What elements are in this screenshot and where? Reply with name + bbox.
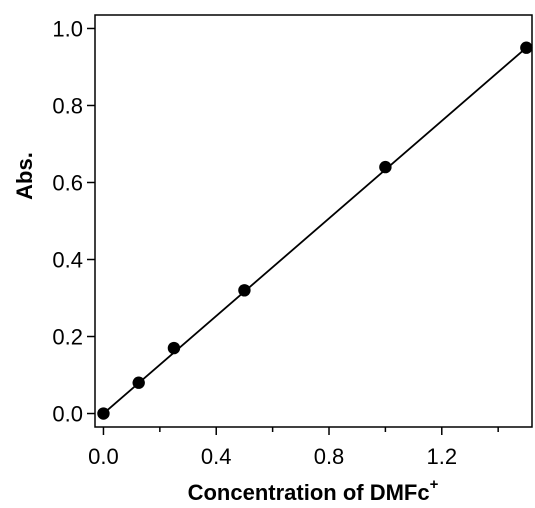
y-tick-label: 0.6 xyxy=(52,170,83,195)
data-point xyxy=(379,160,392,174)
x-tick-label: 0.0 xyxy=(88,444,119,469)
y-tick-label: 0.4 xyxy=(52,248,83,273)
y-tick-label: 0.2 xyxy=(52,325,83,350)
fit-line xyxy=(102,47,527,415)
fit-line-layer xyxy=(102,47,527,415)
data-point xyxy=(520,41,533,54)
x-axis-title: Concentration of DMFc+ xyxy=(188,476,439,505)
data-point xyxy=(132,376,145,389)
data-point xyxy=(97,407,110,420)
y-axis-ticks: 0.0 0.2 0.4 0.6 0.8 1.0 xyxy=(52,16,95,427)
plot-frame xyxy=(94,14,533,428)
x-tick-label: 0.8 xyxy=(314,444,345,469)
data-points-layer xyxy=(97,41,533,420)
x-tick-label: 0.4 xyxy=(201,444,232,469)
y-tick-label: 0.0 xyxy=(52,402,83,427)
x-axis-title-superscript: + xyxy=(430,476,439,493)
y-tick-label: 1.0 xyxy=(52,16,83,41)
data-point xyxy=(167,341,181,355)
x-tick-label: 1.2 xyxy=(426,444,457,469)
data-point xyxy=(238,284,251,297)
y-axis-title: Abs. xyxy=(12,152,37,200)
x-axis-ticks: 0.0 0.4 0.8 1.2 xyxy=(88,427,499,469)
x-axis-title-text: Concentration of DMFc xyxy=(188,480,430,505)
y-tick-label: 0.8 xyxy=(52,93,83,118)
